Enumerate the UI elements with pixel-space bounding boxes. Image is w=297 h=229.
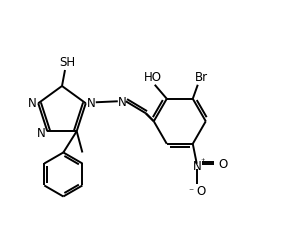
Text: N: N (37, 126, 46, 139)
Text: N: N (28, 96, 37, 109)
Text: ⁺: ⁺ (200, 157, 205, 166)
Text: N: N (86, 96, 95, 109)
Text: N: N (117, 95, 126, 108)
Text: SH: SH (59, 56, 75, 69)
Text: HO: HO (144, 71, 162, 84)
Text: Br: Br (195, 71, 208, 84)
Text: O: O (196, 185, 206, 197)
Text: N: N (192, 160, 201, 172)
Text: ⁻: ⁻ (188, 186, 193, 196)
Text: O: O (218, 158, 228, 171)
